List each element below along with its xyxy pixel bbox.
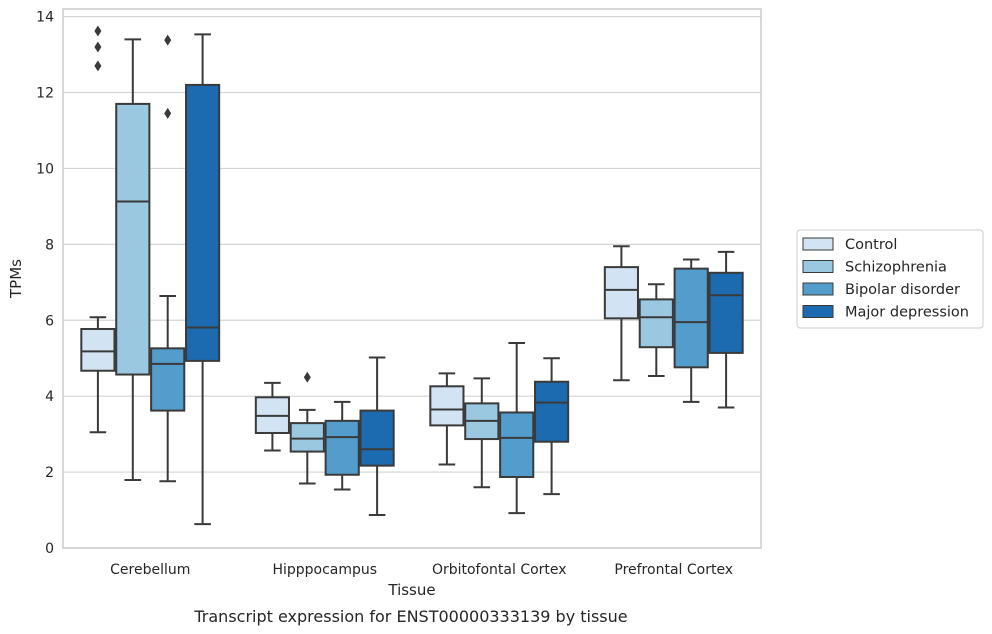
- y-tick-label: 12: [36, 86, 54, 102]
- y-tick-label: 0: [45, 541, 54, 557]
- x-tick-label: Hipppocampus: [272, 562, 377, 578]
- x-tick-labels: Cerebellum Hipppocampus Orbitofontal Corte…: [110, 562, 733, 578]
- outlier-point: [94, 25, 102, 37]
- chart-caption: Transcript expression for ENST0000033313…: [193, 607, 627, 626]
- box-schizophrenia-cerebellum: [115, 38, 151, 482]
- box-body: [359, 409, 395, 467]
- box-body: [603, 266, 639, 320]
- box-body: [708, 271, 744, 354]
- box-control-prefrontal-cortex: [603, 245, 639, 382]
- x-tick-label: Cerebellum: [110, 562, 190, 578]
- box-control-cerebellum: [80, 25, 116, 434]
- y-tick-label: 4: [45, 389, 54, 405]
- box-schizophrenia-orbitofontal-cortex: [464, 377, 500, 489]
- outlier-point: [94, 41, 102, 53]
- legend-swatch: [802, 305, 834, 318]
- y-tick-labels: 0 2 4 6 8 10 12 14: [36, 10, 54, 557]
- box-schizophrenia-hipppocampus: [289, 371, 325, 485]
- box-control-orbitofontal-cortex: [429, 372, 465, 466]
- box-series: [80, 25, 744, 526]
- legend-swatch: [802, 237, 834, 251]
- y-tick-label: 2: [45, 465, 54, 481]
- box-bipolar-disorder-prefrontal-cortex: [673, 258, 709, 403]
- box-body: [638, 298, 674, 349]
- box-bipolar-disorder-orbitofontal-cortex: [499, 342, 535, 515]
- y-tick-label: 14: [36, 10, 54, 26]
- outlier-point: [164, 34, 172, 46]
- outlier-point: [94, 60, 102, 72]
- box-body: [534, 380, 570, 443]
- x-tick-label: Orbitofontal Cortex: [432, 562, 567, 578]
- box-major-depression-hipppocampus: [359, 356, 395, 516]
- legend: Control Schizophrenia Bipolar disorder Majo…: [796, 229, 984, 329]
- x-axis-label: Tissue: [387, 581, 435, 599]
- box-body: [150, 347, 186, 412]
- outlier-point: [303, 371, 311, 383]
- y-axis-label: TPMs: [7, 259, 25, 299]
- box-body: [324, 419, 360, 476]
- legend-entry: Control: [845, 237, 897, 253]
- y-tick-label: 10: [36, 161, 54, 177]
- box-body: [499, 411, 535, 479]
- plot-frame: [62, 8, 762, 549]
- box-major-depression-prefrontal-cortex: [708, 250, 744, 409]
- legend-entry: Bipolar disorder: [845, 282, 960, 298]
- box-bipolar-disorder-hipppocampus: [324, 400, 360, 491]
- box-body: [80, 327, 116, 372]
- box-major-depression-orbitofontal-cortex: [534, 357, 570, 496]
- box-control-hipppocampus: [254, 381, 290, 452]
- legend-frame: [796, 229, 984, 329]
- box-body: [115, 102, 151, 376]
- legend-swatch: [802, 260, 834, 273]
- box-bipolar-disorder-cerebellum: [150, 34, 186, 483]
- box-schizophrenia-prefrontal-cortex: [638, 283, 674, 378]
- y-tick-label: 8: [45, 237, 54, 253]
- legend-entry: Schizophrenia: [845, 260, 947, 276]
- outlier-point: [164, 107, 172, 119]
- box-body: [185, 83, 221, 362]
- legend-entry: Major depression: [845, 305, 969, 321]
- legend-swatch: [802, 282, 834, 296]
- box-body: [429, 385, 465, 427]
- x-tick-label: Prefrontal Cortex: [614, 562, 733, 578]
- box-major-depression-cerebellum: [185, 33, 221, 526]
- box-body: [673, 267, 709, 369]
- box-body: [289, 422, 325, 453]
- y-tick-label: 6: [45, 313, 54, 329]
